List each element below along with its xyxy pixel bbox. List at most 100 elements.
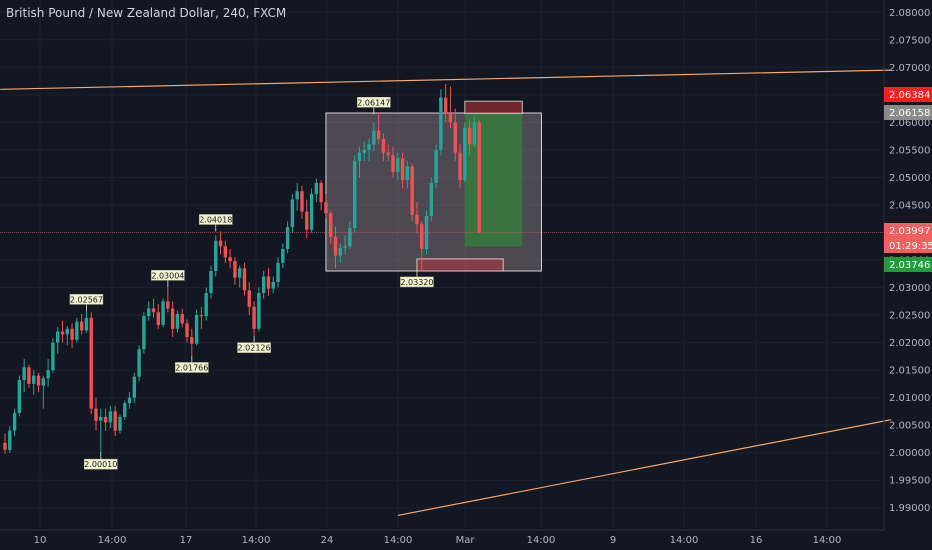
candle-body [27,367,31,384]
price-tick-label: 1.99500 [889,476,930,487]
annotation-label-box [84,458,118,470]
candle-body [391,155,395,172]
candle-body [75,321,79,340]
candle-body [376,130,381,139]
annotation-label: 2.03320 [400,278,433,287]
price-tick-label: 2.00500 [889,421,930,432]
price-tick-label: 2.00000 [889,448,930,459]
candle-body [46,370,50,379]
candle-body [372,130,376,145]
candle-body [89,317,93,409]
candle-body [190,337,194,344]
current-price-badge: 2.03997 [889,226,930,237]
candle-body [453,122,457,153]
stop-loss-zone[interactable] [464,100,523,115]
candle-body [204,293,208,317]
candle-body [180,313,184,324]
candle-body [3,442,7,450]
candle-body [238,268,242,278]
candle-body [405,166,410,181]
candle-body [113,411,117,431]
annotation-label-box [175,362,209,373]
annotation-label-box [151,270,185,281]
time-tick-label: 17 [180,535,193,546]
candle-body [199,315,204,317]
candle-body [329,213,333,237]
candle-body [448,114,453,123]
candle-body [156,312,160,325]
time-tick-label: 24 [321,535,334,546]
price-tick-label: 2.05500 [889,145,930,156]
candle-body [103,416,108,423]
candle-body [285,226,290,249]
candle-body [132,376,137,398]
candle-body [300,191,304,212]
candle-body [22,367,26,381]
candle-body [36,375,41,386]
candle-body [305,211,309,230]
candle-body [175,313,180,329]
candle-body [410,166,414,215]
candle-body [290,199,295,227]
annotation-label: 2.02126 [238,344,271,353]
candle-body [79,321,84,331]
annotation-label-box [69,294,104,305]
candle-body [257,293,261,329]
candle-body [309,193,314,230]
time-tick-label: 10 [34,535,47,546]
buy-price-badge: 2.03746 [889,260,930,271]
candle-body [352,160,357,229]
candle-body [17,380,22,414]
candle-body [420,224,424,249]
entry-price-badge: 2.06158 [889,108,930,119]
candle-body [127,397,132,404]
time-tick-label: 9 [610,535,616,546]
price-tick-label: 2.07000 [889,63,930,74]
trendline[interactable] [0,69,892,90]
candle-body [252,306,256,329]
time-tick-label: 14:00 [813,535,842,546]
time-tick-label: 14:00 [98,535,127,546]
candle-body [12,413,17,431]
candle-body [151,308,156,313]
candle-body [99,416,103,421]
candle-body [55,331,60,343]
candle-body [472,122,477,145]
price-tick-label: 2.08000 [889,8,930,19]
candle-body [314,182,319,194]
candle-body [166,301,170,309]
demand-zone-box[interactable] [416,258,504,272]
price-tick-label: 1.99000 [889,503,930,514]
candle-body [357,152,362,161]
candle-body [41,378,46,386]
candle-body [381,138,386,153]
candle-body [60,331,65,335]
candle-body [467,127,472,145]
candle-body [281,248,285,263]
price-tick-label: 2.02500 [889,311,930,322]
trendlines[interactable] [0,69,892,517]
candles [3,83,481,454]
candle-body [429,182,434,216]
price-tick-label: 2.01500 [889,366,930,377]
current-price-badge-bg [884,223,932,238]
candle-body [170,308,175,329]
candle-body [458,152,462,181]
drawing-boxes[interactable] [325,100,542,272]
candle-body [108,411,113,423]
candle-body [386,152,390,156]
buy-price-badge-bg [884,257,932,272]
candle-body [343,246,347,248]
candle-body [266,276,271,289]
annotation-label: 2.03004 [151,271,184,280]
candle-body [223,246,228,258]
candle-body [185,323,189,338]
annotation-label-box [237,342,271,353]
candle-body [147,308,151,317]
candle-body [247,290,251,307]
trendline[interactable] [397,419,892,517]
countdown-badge: 01:29:35 [889,241,932,252]
